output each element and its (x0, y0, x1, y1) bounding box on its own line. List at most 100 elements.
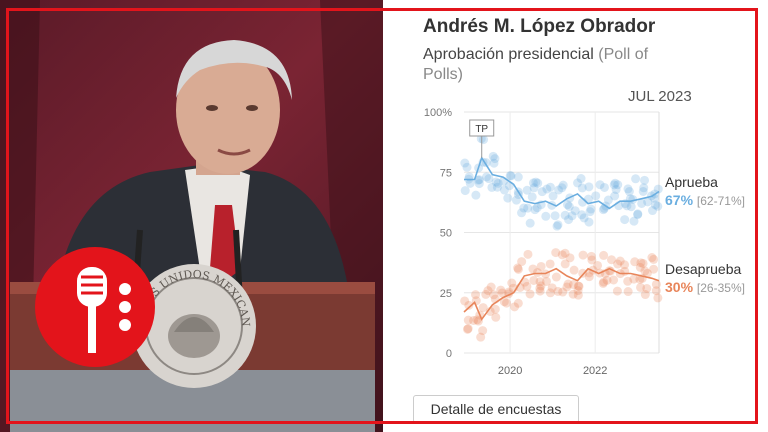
poll-point (629, 216, 639, 226)
poll-point (560, 210, 570, 220)
poll-point (499, 297, 509, 307)
tp-box (469, 119, 495, 137)
poll-point (545, 259, 555, 269)
poll-point (609, 275, 619, 285)
poll-point (586, 204, 596, 214)
poll-point (650, 200, 660, 210)
poll-point (552, 221, 562, 231)
poll-point (533, 178, 543, 188)
poll-point (567, 211, 577, 221)
poll-point (574, 281, 584, 291)
poll-point (535, 277, 545, 287)
poll-point (517, 257, 527, 267)
poll-point (481, 172, 491, 182)
poll-point (487, 182, 497, 192)
poll-point (573, 290, 583, 300)
poll-point (635, 262, 645, 272)
poll-point (545, 288, 555, 298)
poll-point (529, 183, 539, 193)
poll-point (593, 260, 603, 270)
poll-point (609, 180, 619, 190)
poll-point (635, 274, 645, 284)
poll-point (513, 298, 523, 308)
poll-point (535, 283, 545, 293)
poll-point (474, 179, 484, 189)
poll-point (488, 151, 498, 161)
poll-point (497, 288, 507, 298)
poll-point (647, 253, 657, 263)
chart-grid (464, 111, 660, 354)
y-tick-label: 0 (446, 348, 452, 360)
aprueba-range: [62-71%] (696, 194, 745, 208)
subtitle-main: Aprobación presidencial (423, 46, 594, 63)
poll-point (613, 180, 623, 190)
poll-point (615, 256, 625, 266)
poll-point (603, 195, 613, 205)
poll-point (602, 275, 612, 285)
poll-point (542, 184, 552, 194)
poll-point (623, 287, 633, 297)
poll-point (587, 255, 597, 265)
poll-point (490, 304, 500, 314)
poll-point (565, 253, 575, 263)
poll-point (560, 248, 570, 258)
poll-point (584, 182, 594, 192)
poll-point (631, 174, 641, 184)
subtitle-muted: (Poll of Polls) (423, 46, 649, 83)
poll-point (469, 315, 479, 325)
poll-point (525, 289, 535, 299)
desaprueba-latest: 30% (665, 279, 694, 295)
poll-point (492, 182, 502, 192)
poll-point (653, 184, 663, 194)
poll-point (570, 206, 580, 216)
poll-point (553, 220, 563, 230)
poll-point (523, 203, 533, 213)
poll-point (545, 182, 555, 192)
poll-point (640, 266, 650, 276)
poll-point (633, 210, 643, 220)
poll-point (563, 279, 573, 289)
poll-point (502, 298, 512, 308)
poll-point (612, 286, 622, 296)
poll-point (554, 185, 564, 195)
poll-point (491, 177, 501, 187)
poll-point (562, 200, 572, 210)
poll-point (638, 186, 648, 196)
poll-point (598, 278, 608, 288)
poll-point (638, 258, 648, 268)
poll-point (532, 203, 542, 213)
poll-point (569, 265, 579, 275)
poll-point (548, 191, 558, 201)
y-tick-label: 100% (424, 107, 452, 119)
poll-point (630, 257, 640, 267)
axis-ticks: 100% 75 50 25 0 2020 2022 (424, 107, 608, 377)
poll-point (643, 197, 653, 207)
poll-point (562, 282, 572, 292)
poll-point (465, 178, 475, 188)
poll-point (558, 287, 568, 297)
poll-point (541, 211, 551, 221)
poll-details-button[interactable]: Detalle de encuestas (413, 395, 579, 423)
poll-point (599, 277, 609, 287)
poll-point (558, 180, 568, 190)
poll-point (551, 272, 561, 282)
national-seal-icon: ESTADOS UNIDOS MEXICANOS (130, 262, 256, 388)
poll-point (573, 286, 583, 296)
poll-point (599, 182, 609, 192)
poll-point (471, 290, 481, 300)
poll-point (591, 191, 601, 201)
press-conference-photo: ESTADOS UNIDOS MEXICANOS (0, 0, 383, 432)
tp-annotation: TP (469, 119, 495, 158)
poll-point (532, 268, 542, 278)
poll-point (505, 171, 515, 181)
poll-point (541, 276, 551, 286)
poll-point (551, 248, 561, 258)
series-line-desaprueba (463, 267, 660, 321)
poll-point (523, 249, 533, 259)
poll-point (640, 290, 650, 300)
poll-point (653, 201, 663, 211)
series-line-aprueba (464, 155, 660, 210)
poll-point (472, 315, 482, 325)
poll-point (460, 296, 470, 306)
poll-point (491, 312, 501, 322)
